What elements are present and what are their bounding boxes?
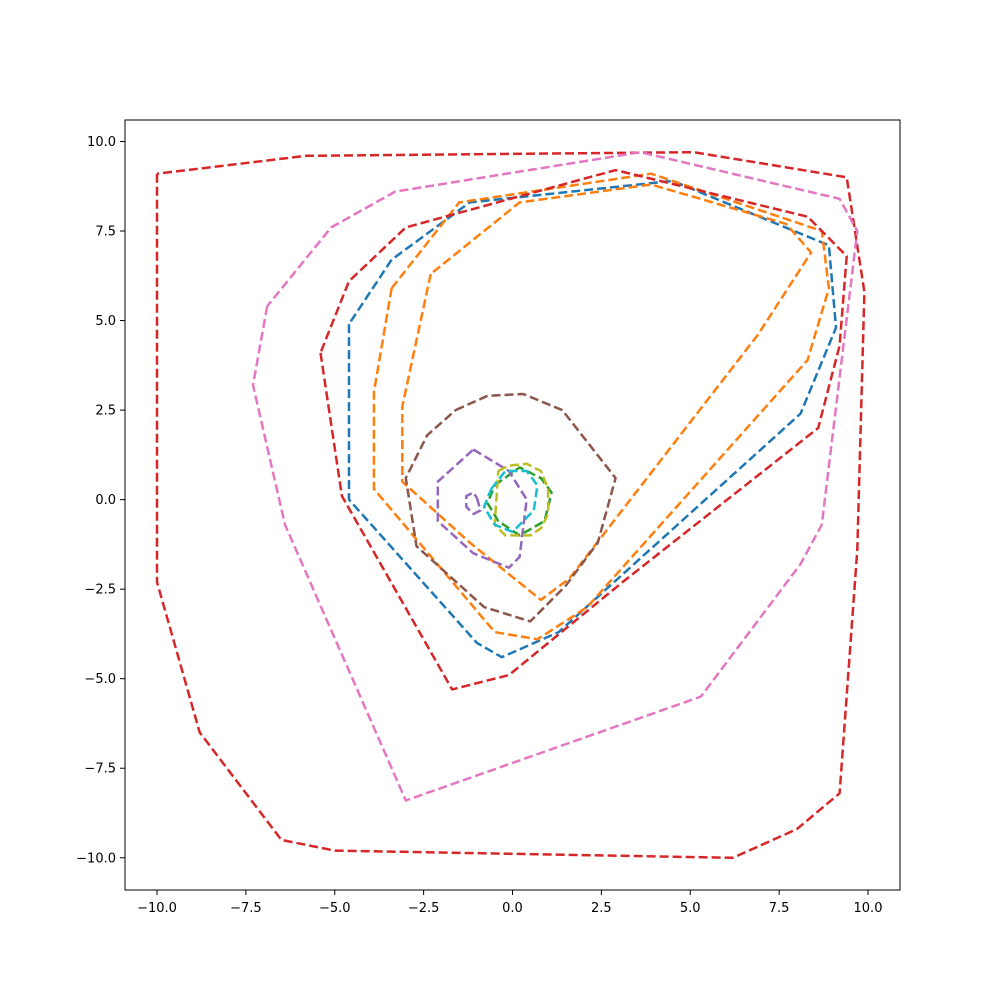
x-tick-label: 5.0 bbox=[680, 901, 701, 916]
x-axis-ticks: −10.0 −7.5 −5.0 −2.5 0.0 2.5 5.0 7.5 10.0 bbox=[137, 890, 882, 916]
y-axis-ticks: −10.0 −7.5 −5.0 −2.5 0.0 2.5 5.0 7.5 10.0 bbox=[76, 135, 125, 866]
y-tick-label: −10.0 bbox=[76, 851, 116, 866]
series-line-3 bbox=[401, 183, 813, 602]
series-line-5 bbox=[319, 168, 848, 691]
series-line-10 bbox=[251, 150, 859, 802]
series-line-7 bbox=[436, 448, 528, 569]
x-tick-label: 10.0 bbox=[854, 901, 883, 916]
x-tick-label: −7.5 bbox=[230, 901, 262, 916]
series-line-2 bbox=[372, 172, 831, 641]
x-tick-label: −2.5 bbox=[408, 901, 440, 916]
series-line-6 bbox=[155, 150, 866, 860]
y-tick-label: −5.0 bbox=[84, 672, 116, 687]
x-tick-label: −5.0 bbox=[319, 901, 351, 916]
x-tick-label: 2.5 bbox=[591, 901, 612, 916]
series-line-12 bbox=[482, 469, 539, 534]
plot-area bbox=[155, 150, 866, 860]
x-tick-label: 7.5 bbox=[769, 901, 790, 916]
y-tick-label: 7.5 bbox=[95, 225, 116, 240]
series-line-4 bbox=[486, 466, 553, 537]
x-tick-label: 0.0 bbox=[502, 901, 523, 916]
y-tick-label: 0.0 bbox=[95, 493, 116, 508]
axes-frame bbox=[124, 119, 901, 891]
series-line-9 bbox=[404, 392, 617, 623]
series-line-11 bbox=[493, 462, 550, 537]
y-tick-label: 2.5 bbox=[95, 404, 116, 419]
y-tick-label: −2.5 bbox=[84, 583, 116, 598]
y-tick-label: 5.0 bbox=[95, 314, 116, 329]
y-tick-label: 10.0 bbox=[87, 135, 116, 150]
series-line-8 bbox=[465, 491, 482, 516]
y-tick-label: −7.5 bbox=[84, 762, 116, 777]
x-tick-label: −10.0 bbox=[137, 901, 177, 916]
